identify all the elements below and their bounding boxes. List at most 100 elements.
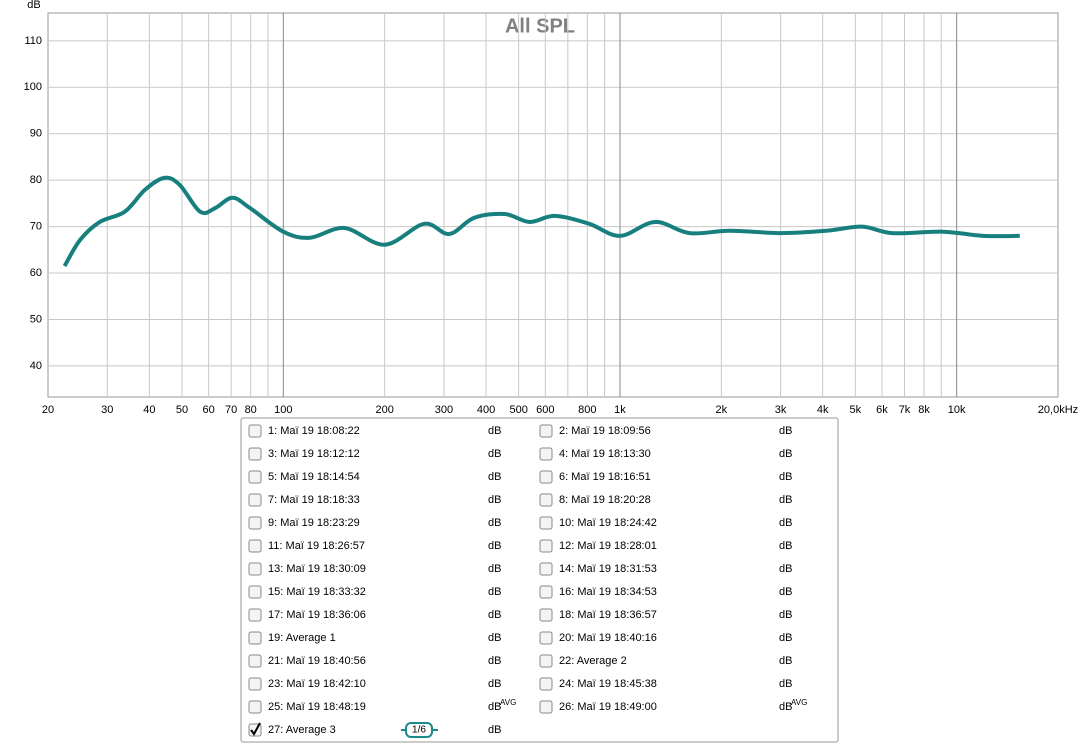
- checkbox[interactable]: [248, 608, 262, 622]
- x-tick-label: 6k: [876, 404, 888, 416]
- checkbox[interactable]: [539, 539, 553, 553]
- check-mark: [250, 722, 261, 736]
- checkbox[interactable]: [248, 654, 262, 668]
- legend-entry: 5: Maï 19 18:14:54 dB: [248, 470, 501, 484]
- legend-unit: dB: [488, 448, 501, 460]
- legend-label[interactable]: 22: Average 2: [559, 655, 627, 667]
- checkbox[interactable]: [248, 516, 262, 530]
- legend-label[interactable]: 8: Maï 19 18:20:28: [559, 494, 651, 506]
- legend-label[interactable]: 3: Maï 19 18:12:12: [268, 448, 360, 460]
- checkbox[interactable]: [539, 631, 553, 645]
- checkbox[interactable]: [539, 493, 553, 507]
- legend-sup: AVG: [500, 698, 516, 707]
- checkbox[interactable]: [539, 608, 553, 622]
- legend-label[interactable]: 27: Average 3: [268, 724, 336, 736]
- legend-unit: dB: [779, 448, 792, 460]
- legend-label[interactable]: 12: Maï 19 18:28:01: [559, 540, 657, 552]
- checkbox[interactable]: [248, 677, 262, 691]
- legend-unit: dB: [779, 517, 792, 529]
- x-tick-label: 8k: [918, 404, 930, 416]
- checkbox[interactable]: [248, 585, 262, 599]
- x-tick-label: 60: [203, 404, 215, 416]
- legend-entry: 4: Maï 19 18:13:30 dB: [539, 447, 792, 461]
- legend-entry: 18: Maï 19 18:36:57 dB: [539, 608, 792, 622]
- legend-entry: 14: Maï 19 18:31:53 dB: [539, 562, 792, 576]
- y-tick-label: 80: [30, 174, 42, 186]
- legend-label[interactable]: 6: Maï 19 18:16:51: [559, 471, 651, 483]
- legend-entry: 19: Average 1 dB: [248, 631, 501, 645]
- legend-entry: 22: Average 2 dB: [539, 654, 792, 668]
- x-tick-label: 4k: [817, 404, 829, 416]
- checkbox[interactable]: [248, 631, 262, 645]
- legend-unit: dB: [779, 678, 792, 690]
- legend-label[interactable]: 2: Maï 19 18:09:56: [559, 425, 651, 437]
- legend-entry: 1: Maï 19 18:08:22 dB: [248, 424, 501, 438]
- checkbox[interactable]: [248, 493, 262, 507]
- checkbox[interactable]: [539, 700, 553, 714]
- checkbox[interactable]: [248, 539, 262, 553]
- legend-panel: [240, 417, 839, 743]
- checkbox[interactable]: [248, 700, 262, 714]
- checkbox[interactable]: [248, 470, 262, 484]
- legend-label[interactable]: 23: Maï 19 18:42:10: [268, 678, 366, 690]
- legend-label[interactable]: 19: Average 1: [268, 632, 336, 644]
- checkbox[interactable]: [539, 424, 553, 438]
- checkbox[interactable]: [539, 654, 553, 668]
- legend-unit: dB: [488, 678, 501, 690]
- checkbox[interactable]: [248, 562, 262, 576]
- y-tick-label: 60: [30, 267, 42, 279]
- legend-label[interactable]: 17: Maï 19 18:36:06: [268, 609, 366, 621]
- legend-label[interactable]: 15: Maï 19 18:33:32: [268, 586, 366, 598]
- legend-label[interactable]: 13: Maï 19 18:30:09: [268, 563, 366, 575]
- x-tick-label: 7k: [899, 404, 911, 416]
- x-tick-label: 10k: [948, 404, 966, 416]
- legend-unit: dB: [488, 425, 501, 437]
- legend-entry: 2: Maï 19 18:09:56 dB: [539, 424, 792, 438]
- checkbox[interactable]: [539, 447, 553, 461]
- legend-unit: dB: [488, 540, 501, 552]
- plot-area: [47, 12, 1059, 398]
- legend-label[interactable]: 16: Maï 19 18:34:53: [559, 586, 657, 598]
- legend-label[interactable]: 18: Maï 19 18:36:57: [559, 609, 657, 621]
- checkbox[interactable]: [248, 424, 262, 438]
- legend-entry: 3: Maï 19 18:12:12 dB: [248, 447, 501, 461]
- legend-entry: 16: Maï 19 18:34:53 dB: [539, 585, 792, 599]
- checkbox[interactable]: [539, 470, 553, 484]
- x-tick-label: 80: [245, 404, 257, 416]
- legend-label[interactable]: 10: Maï 19 18:24:42: [559, 517, 657, 529]
- checkbox[interactable]: [539, 677, 553, 691]
- badge[interactable]: [405, 722, 433, 738]
- legend-label[interactable]: 26: Maï 19 18:49:00: [559, 701, 657, 713]
- checkbox[interactable]: [539, 516, 553, 530]
- legend-label[interactable]: 1: Maï 19 18:08:22: [268, 425, 360, 437]
- legend-entry: 27: Average 3 dB 1/6: [248, 722, 501, 738]
- legend-label[interactable]: 4: Maï 19 18:13:30: [559, 448, 651, 460]
- x-tick-label: 400: [477, 404, 495, 416]
- legend-label[interactable]: 7: Maï 19 18:18:33: [268, 494, 360, 506]
- x-tick-label: 70: [225, 404, 237, 416]
- y-axis-label: dB: [27, 0, 40, 11]
- y-tick-label: 90: [30, 128, 42, 140]
- legend-unit: dB: [488, 701, 501, 713]
- x-tick-label: 50: [176, 404, 188, 416]
- legend-label[interactable]: 20: Maï 19 18:40:16: [559, 632, 657, 644]
- legend-label[interactable]: 9: Maï 19 18:23:29: [268, 517, 360, 529]
- checkbox[interactable]: [539, 562, 553, 576]
- legend-unit: dB: [488, 471, 501, 483]
- legend-label[interactable]: 24: Maï 19 18:45:38: [559, 678, 657, 690]
- legend-unit: dB: [779, 586, 792, 598]
- legend-entry: 9: Maï 19 18:23:29 dB: [248, 516, 501, 530]
- legend-label[interactable]: 21: Maï 19 18:40:56: [268, 655, 366, 667]
- checkbox[interactable]: [248, 447, 262, 461]
- legend-entry: 21: Maï 19 18:40:56 dB: [248, 654, 501, 668]
- legend-label[interactable]: 11: Maï 19 18:26:57: [268, 540, 365, 552]
- legend-unit: dB: [779, 471, 792, 483]
- legend-unit: dB: [488, 494, 501, 506]
- legend-unit: dB: [488, 609, 501, 621]
- legend-label[interactable]: 5: Maï 19 18:14:54: [268, 471, 360, 483]
- legend-entry: 11: Maï 19 18:26:57 dB: [248, 539, 501, 553]
- legend-label[interactable]: 25: Maï 19 18:48:19: [268, 701, 366, 713]
- legend-label[interactable]: 14: Maï 19 18:31:53: [559, 563, 657, 575]
- checkbox[interactable]: [539, 585, 553, 599]
